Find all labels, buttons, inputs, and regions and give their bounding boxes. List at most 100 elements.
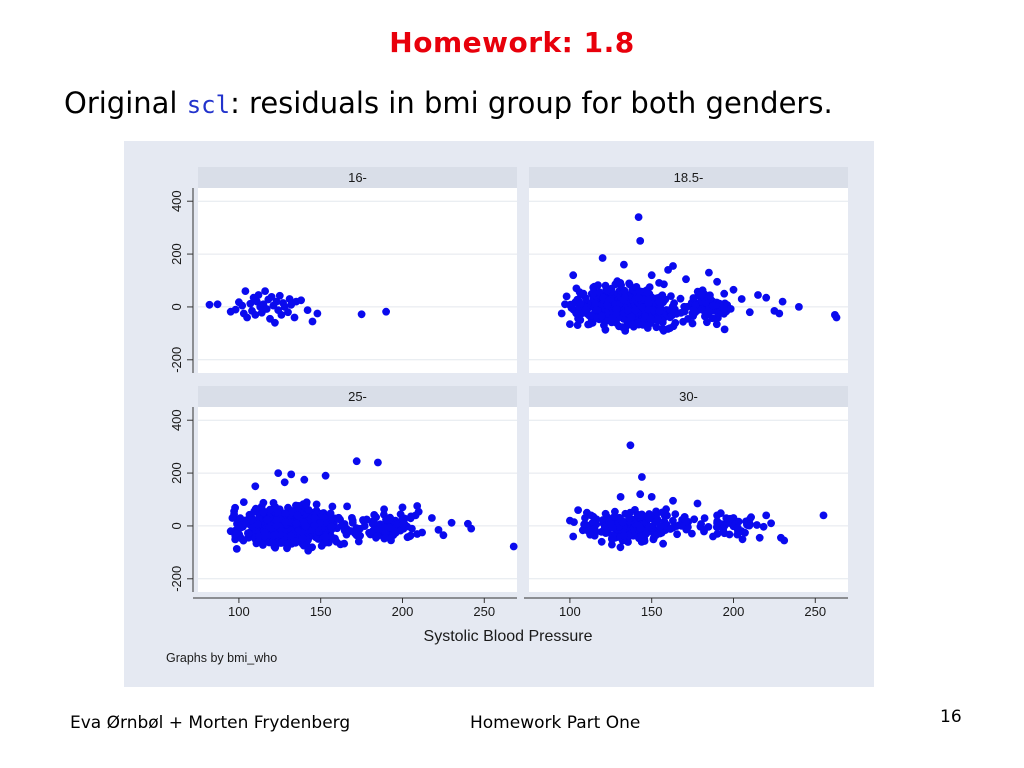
scatter-point [281,518,290,526]
scatter-point [259,498,268,507]
scatter-point [369,526,377,535]
scatter-point [284,308,292,317]
panel-strip [529,386,848,407]
scatter-point [213,300,222,309]
scatter-point [634,293,643,302]
scatter-point [434,526,443,534]
y-tick-label: 0 [169,303,184,310]
x-tick-label: 150 [641,604,663,619]
scatter-point [655,298,663,306]
scatter-point [688,529,696,538]
scatter-point [562,292,571,301]
scatter-point [726,514,735,523]
scatter-point [733,523,742,532]
scatter-point [646,314,655,323]
scatter-point [439,531,448,540]
scatter-point [280,478,289,487]
scatter-point [281,509,290,518]
scatter-point [403,533,412,542]
scatter-point [598,254,607,262]
panel-strip [198,167,517,188]
scatter-point [385,523,394,532]
scatter-point [780,536,789,545]
slide-title: Homework: 1.8 [389,26,635,59]
scatter-point [645,514,653,523]
scatter-point [606,519,615,528]
scatter-point [398,503,407,512]
scatter-point [253,520,262,529]
scatter-point [737,295,746,303]
scatter-point [287,470,296,479]
scatter-point [713,519,721,528]
scatter-point [652,507,660,516]
scatter-point [712,320,721,329]
scatter-point [669,496,677,505]
scatter-point [644,299,653,308]
scatter-point [509,542,518,551]
scatter-point [655,307,664,315]
scatter-point [237,534,246,543]
scatter-point [725,530,734,539]
scatter-point [370,518,378,527]
scatter-point [232,545,241,553]
x-tick-label: 250 [473,604,495,619]
scatter-point [594,281,602,289]
scatter-point [327,522,336,531]
scatter-point [566,301,574,309]
scatter-point [408,524,416,533]
y-tick-label: 200 [169,462,184,484]
scatter-point [670,308,678,316]
subtitle-text-after: : residuals in bmi group for both gender… [230,86,833,120]
scatter-point [755,533,764,542]
footer-course: Homework Part One [470,713,641,733]
scatter-point [647,271,656,280]
scatter-point [383,515,391,524]
scatter-point [720,325,729,334]
scatter-point [277,311,286,319]
scatter-point [413,530,422,538]
scatter-point [620,286,629,295]
scatter-point [612,305,621,314]
scatter-point [301,522,310,530]
scatter-point [746,520,754,529]
panel-25-: 25- -200 0 200 400 100 150 200 250 [169,386,518,619]
scatter-point [775,309,784,318]
scatter-point [275,291,284,300]
scatter-point [666,324,674,332]
scatter-point [664,266,672,274]
scatter-point [236,523,245,532]
scatter-point [619,295,628,304]
footer-authors: Eva Ørnbøl + Morten Frydenberg [70,713,351,733]
panel-label: 16- [348,170,367,185]
scatter-point [670,299,678,308]
scatter-point [269,499,278,507]
scatter-point [603,286,612,294]
scatter-point [569,271,578,280]
panel-plot-area [529,407,848,592]
scatter-point [277,539,286,547]
scatter-point [303,306,312,314]
scatter-point [795,303,803,311]
scatter-point [690,515,699,524]
scatter-point [268,538,277,547]
scatter-point [380,534,389,543]
scatter-point [597,312,606,321]
scatter-point [570,518,578,526]
scatter-point [716,509,725,518]
y-tick-label: 400 [169,190,184,212]
scatter-point [576,316,585,324]
scatter-point [352,457,361,466]
scatter-point [573,310,581,318]
scatter-point [709,532,717,541]
scatter-point [589,519,598,527]
scatter-point [592,306,601,314]
scatter-point [603,301,612,310]
scatter-point [832,313,841,322]
scatter-point [681,516,690,524]
scatter-point [652,323,661,332]
scatter-point [585,320,594,328]
scatter-point [362,515,371,524]
scatter-point [661,295,670,304]
scatter-point [635,287,644,296]
